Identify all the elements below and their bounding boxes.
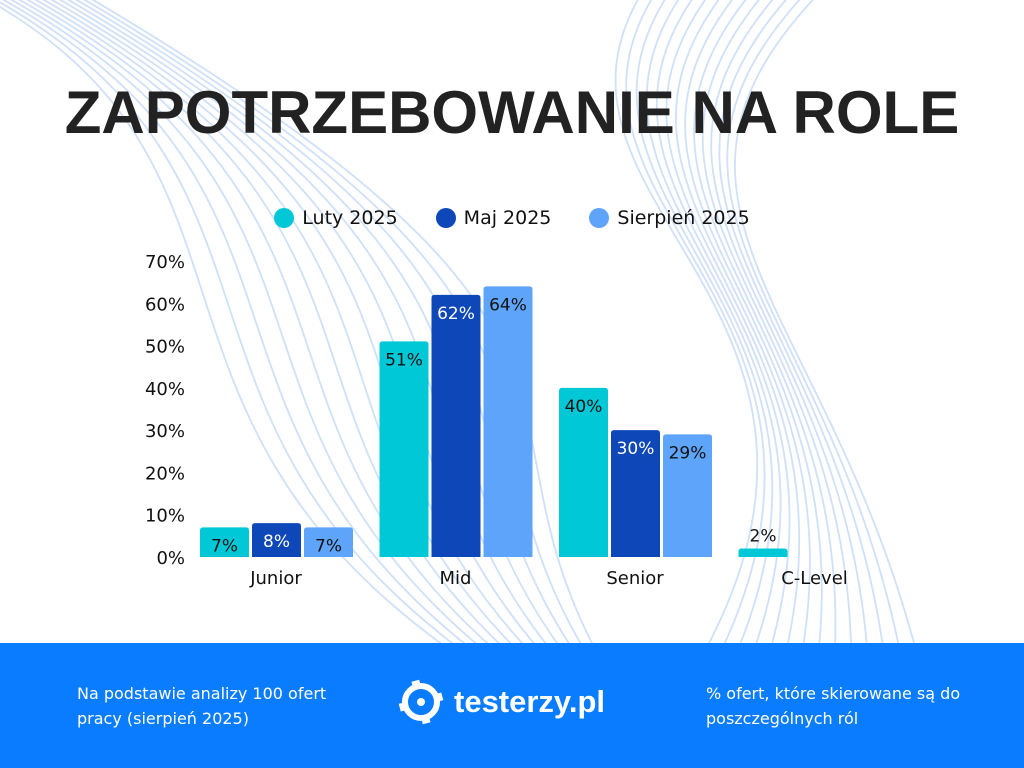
data-label: 7% [315, 536, 342, 556]
legend-item-sierpien: Sierpień 2025 [589, 207, 750, 229]
bar-mid-0 [379, 341, 429, 557]
footer-source-note: Na podstawie analizy 100 ofert pracy (si… [77, 684, 327, 728]
logo-text: testerzy.pl [454, 684, 606, 719]
bar-senior-2 [663, 434, 712, 557]
legend-swatch [274, 208, 295, 228]
x-tick-label: Senior [606, 568, 664, 589]
y-tick-label: 70% [145, 252, 185, 273]
bar-mid-2 [483, 286, 533, 557]
y-tick-label: 60% [145, 294, 185, 315]
legend-item-luty: Luty 2025 [274, 207, 398, 229]
x-tick-label: Mid [440, 568, 472, 589]
bar-senior-1 [611, 430, 660, 557]
data-label: 64% [489, 295, 527, 315]
legend-swatch [435, 208, 456, 228]
data-label: 7% [211, 536, 238, 556]
y-tick-label: 30% [145, 421, 185, 442]
data-label: 62% [437, 304, 475, 324]
contour-line [2, 0, 774, 643]
data-label: 51% [385, 350, 423, 370]
legend-swatch [589, 208, 610, 228]
logo: testerzy.pl [398, 679, 605, 725]
bar-junior-1 [252, 523, 301, 557]
target-logo-icon [398, 679, 444, 725]
x-tick-label: C-Level [781, 568, 848, 589]
data-label: 30% [617, 439, 655, 459]
x-tick-label: Junior [249, 568, 302, 589]
legend-label: Luty 2025 [302, 207, 398, 229]
data-label: 2% [750, 527, 777, 547]
legend-item-maj: Maj 2025 [435, 207, 552, 229]
contour-line [83, 0, 899, 643]
data-label: 29% [669, 443, 707, 463]
bar-mid-1 [431, 294, 481, 557]
data-label: 40% [565, 397, 603, 417]
y-tick-label: 10% [145, 506, 185, 527]
bar-chart: 0% 10% 20% 30% 40% 50% 60% 70% Junior 7% 8% 7% Mid 51… [145, 252, 848, 589]
legend-label: Sierpień 2025 [617, 207, 750, 229]
y-tick-label: 40% [145, 379, 185, 400]
legend-label: Maj 2025 [463, 207, 552, 229]
y-tick-label: 0% [156, 548, 185, 569]
legend: Luty 2025 Maj 2025 Sierpień 2025 [0, 207, 1024, 229]
footer-chart-description: % ofert, które skierowane są do poszczeg… [706, 684, 961, 728]
bar-junior-0 [200, 527, 249, 557]
page-title: ZAPOTRZEBOWANIE NA ROLE [64, 79, 960, 146]
bar-junior-2 [304, 527, 353, 557]
bar-c-level-0 [738, 548, 788, 557]
y-tick-label: 20% [145, 463, 185, 484]
footer: Na podstawie analizy 100 ofert pracy (si… [0, 643, 1024, 768]
y-tick-label: 50% [145, 337, 185, 358]
bar-senior-0 [559, 387, 608, 557]
data-label: 8% [263, 532, 290, 552]
